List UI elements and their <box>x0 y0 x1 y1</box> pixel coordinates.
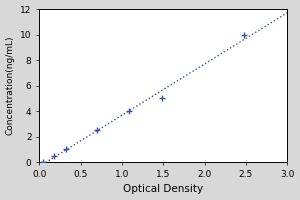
Y-axis label: Concentration(ng/mL): Concentration(ng/mL) <box>6 36 15 135</box>
X-axis label: Optical Density: Optical Density <box>123 184 203 194</box>
